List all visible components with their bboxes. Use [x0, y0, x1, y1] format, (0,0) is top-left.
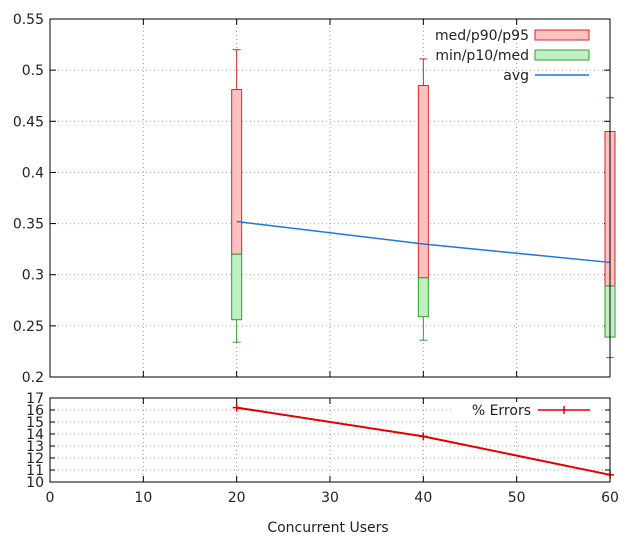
bottom-y-tick-label: 14	[26, 427, 44, 443]
bottom-y-tick-label: 15	[26, 415, 44, 431]
p10-med-box	[231, 253, 243, 321]
bottom-plot-frame	[49, 397, 611, 483]
legend-label: % Errors	[472, 403, 531, 419]
top-y-tick-label: 0.45	[13, 114, 44, 130]
bottom-x-tick-label: 40	[414, 490, 432, 506]
avg-line	[236, 220, 611, 264]
top-y-tick-label: 0.35	[13, 217, 44, 233]
p10-med-box	[417, 277, 429, 318]
top-y-tick-label: 0.3	[22, 268, 44, 284]
legend-label: min/p10/med	[435, 48, 529, 64]
top-y-tick-label: 0.25	[13, 319, 44, 335]
legend-swatch	[534, 49, 590, 61]
bottom-y-tick-label: 11	[26, 463, 44, 479]
bottom-x-tick-label: 30	[321, 490, 339, 506]
bottom-y-tick-label: 17	[26, 391, 44, 407]
top-y-tick-label: 0.55	[13, 12, 44, 28]
med-p90-box	[417, 84, 429, 279]
errors-point	[419, 432, 428, 441]
bottom-x-tick-label: 50	[508, 490, 526, 506]
legend-label: avg	[503, 68, 529, 84]
bottom-y-tick-label: 10	[26, 475, 44, 491]
bottom-x-tick-label: 20	[228, 490, 246, 506]
bottom-x-tick-label: 0	[46, 490, 55, 506]
top-plot-frame	[49, 18, 611, 378]
bottom-y-tick-label: 12	[26, 451, 44, 467]
bottom-x-tick-label: 10	[134, 490, 152, 506]
legend-swatch	[534, 29, 590, 41]
top-y-tick-label: 0.4	[22, 165, 44, 181]
errors-point	[232, 403, 241, 412]
bottom-y-tick-label: 13	[26, 439, 44, 455]
legend-label: med/p90/p95	[435, 28, 529, 44]
top-y-tick-label: 0.2	[22, 370, 44, 386]
top-y-tick-label: 0.5	[22, 63, 44, 79]
top-panel: 0.2 0.25 0.3 0.35 0.4 0.45 0.5 0.55 med/p90/p95 m…	[13, 12, 616, 386]
bottom-y-tick-label: 16	[26, 403, 44, 419]
x-axis-title: Concurrent Users	[267, 520, 388, 536]
bottom-x-tick-label: 60	[601, 490, 619, 506]
med-p90-box	[231, 89, 243, 255]
